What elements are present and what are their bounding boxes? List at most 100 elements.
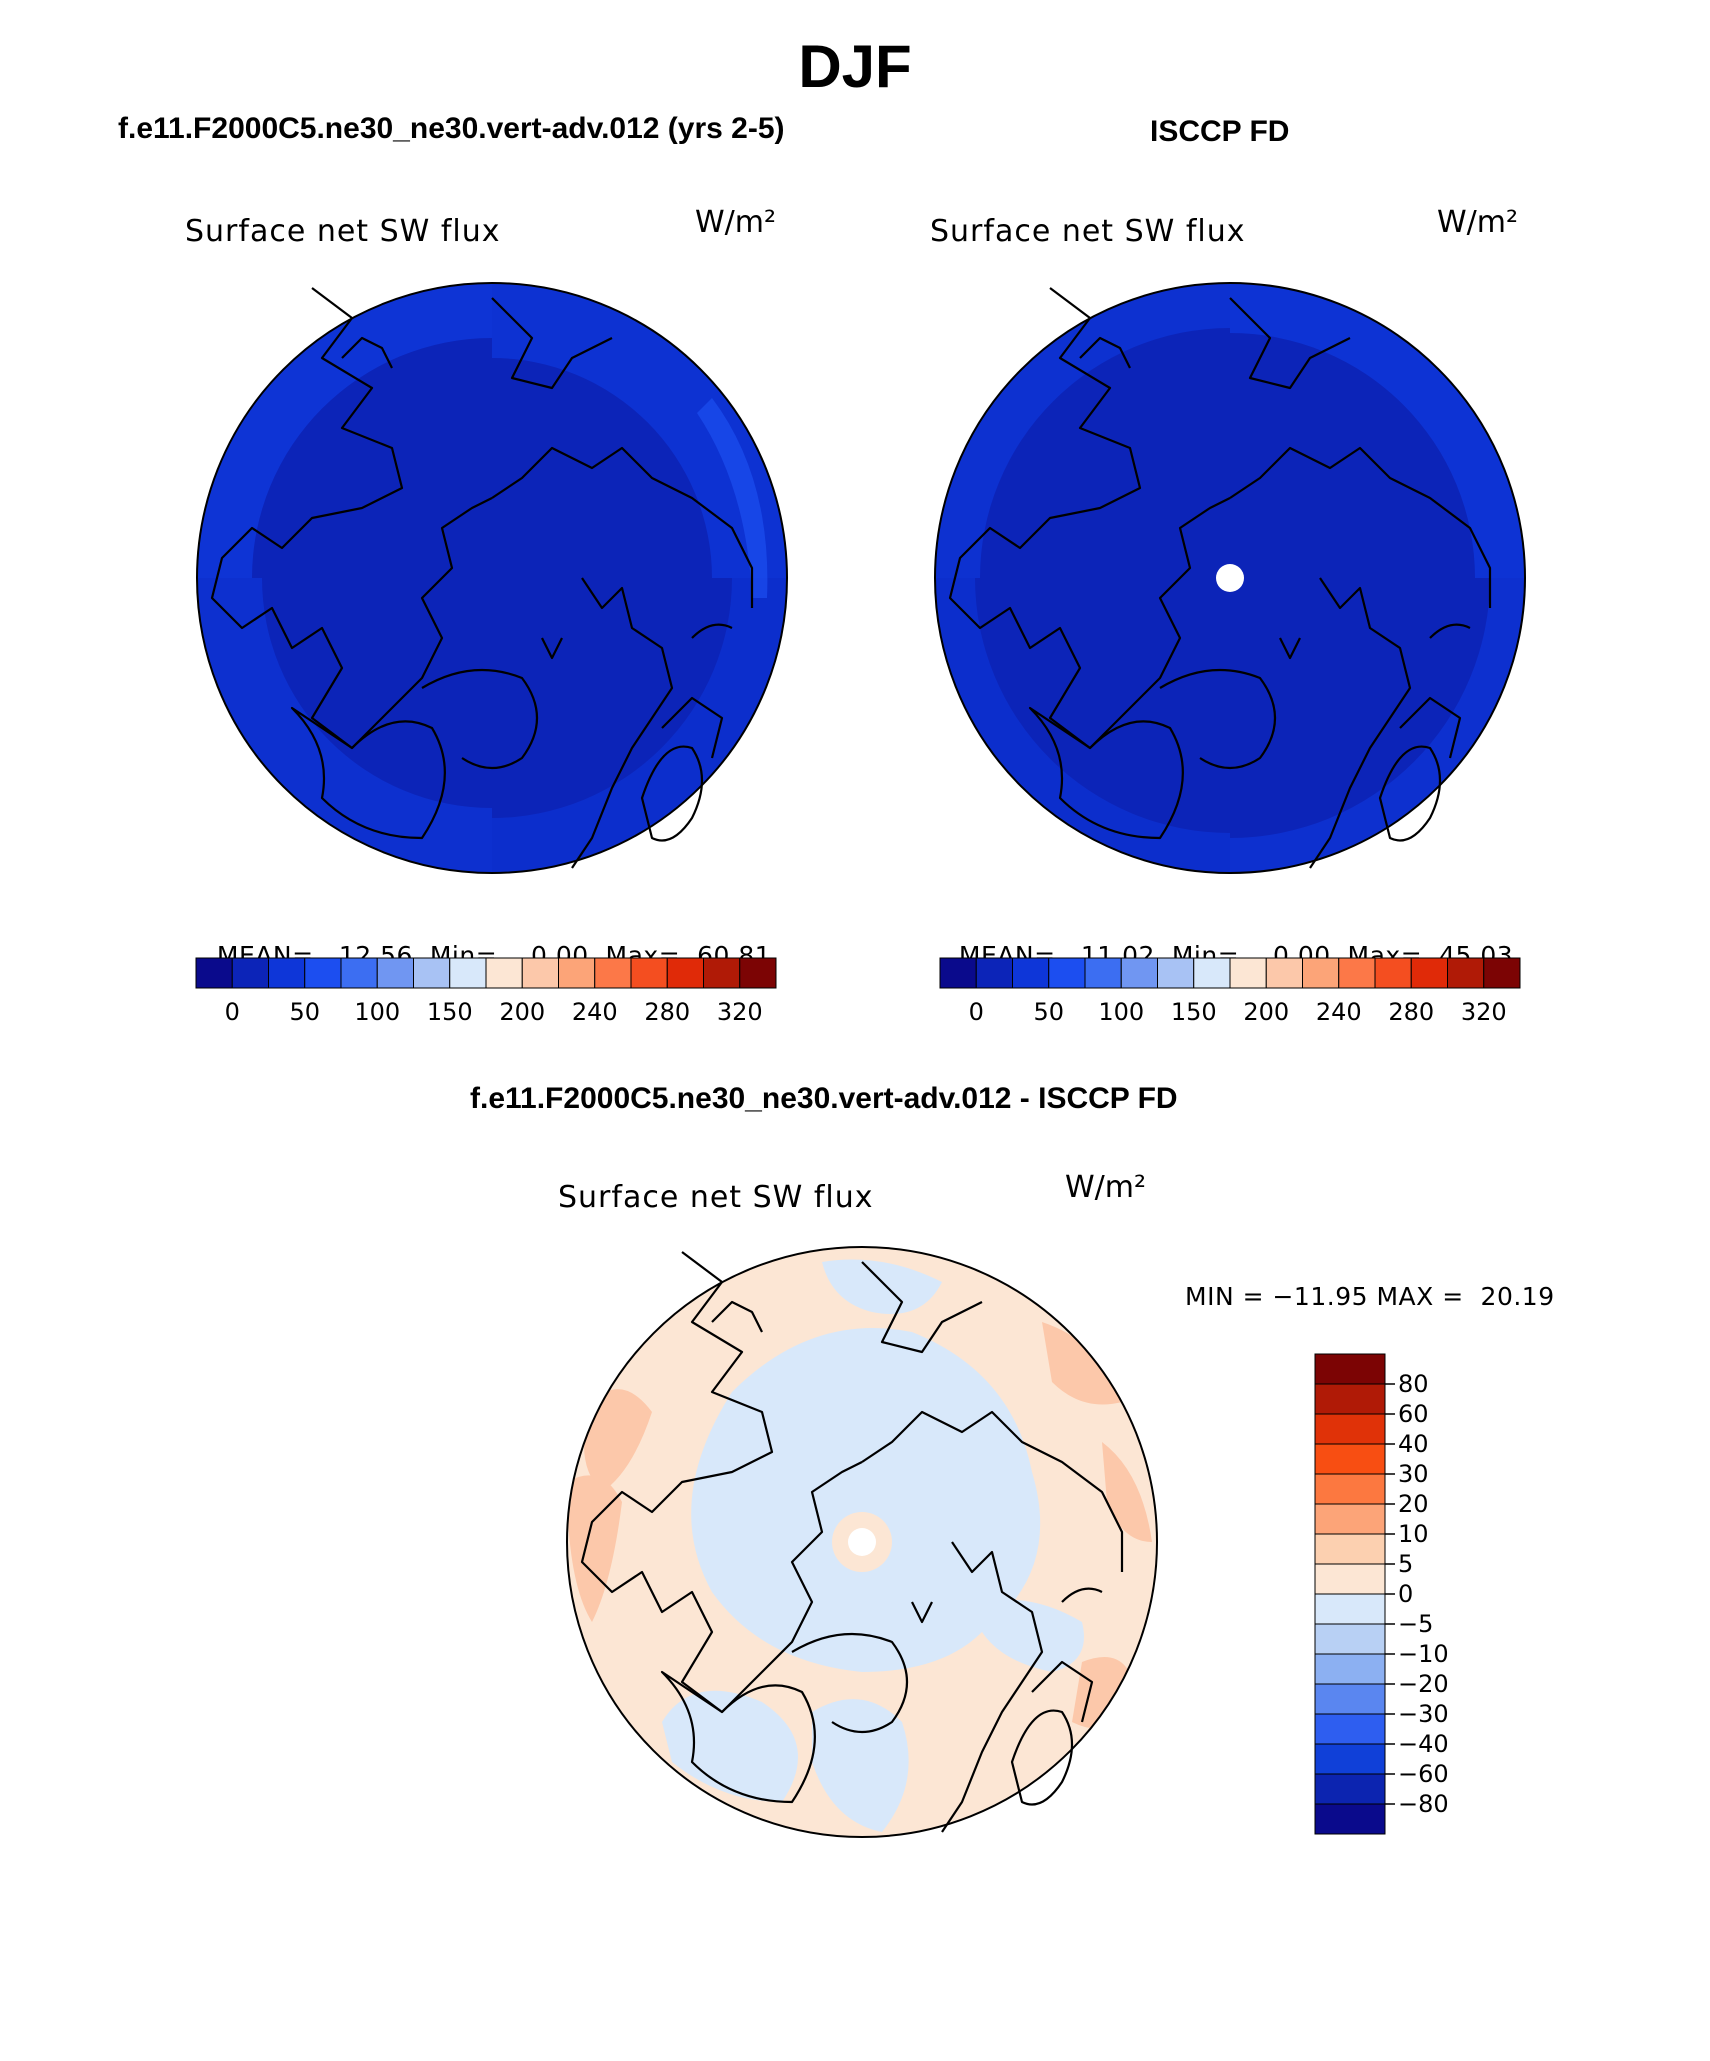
model-colorbar-swatch: [304, 957, 342, 989]
obs-colorbar-swatch: [1193, 957, 1231, 989]
variable-label-obs: Surface net SW flux: [930, 214, 1246, 249]
obs-colorbar-tick-label: 280: [1388, 998, 1435, 1026]
polar-map-obs: [934, 282, 1526, 874]
model-colorbar-tick-label: 100: [354, 998, 401, 1026]
diff-colorbar-tick-label: 30: [1398, 1460, 1429, 1488]
obs-colorbar-swatch: [939, 957, 977, 989]
obs-colorbar-swatch: [1048, 957, 1086, 989]
diff-colorbar-tick-label: −80: [1398, 1790, 1449, 1818]
model-colorbar-tick-label: 240: [571, 998, 618, 1026]
variable-label-model: Surface net SW flux: [185, 214, 501, 249]
diff-colorbar-tick-label: 20: [1398, 1490, 1429, 1518]
obs-colorbar-swatch: [1374, 957, 1412, 989]
model-colorbar-tick-label: 320: [716, 998, 763, 1026]
obs-colorbar-tick-label: 100: [1098, 998, 1145, 1026]
model-colorbar-tick-label: 280: [644, 998, 691, 1026]
polar-map-diff: [566, 1246, 1158, 1838]
diff-colorbar-swatch: [1314, 1743, 1386, 1775]
model-colorbar-swatch: [558, 957, 596, 989]
diff-colorbar-swatch: [1314, 1803, 1386, 1835]
diff-colorbar-swatch: [1314, 1713, 1386, 1745]
obs-colorbar-tick-label: 50: [1033, 998, 1065, 1026]
model-colorbar-swatch: [521, 957, 559, 989]
diff-colorbar-swatch: [1314, 1773, 1386, 1805]
model-colorbar-swatch: [739, 957, 777, 989]
obs-colorbar-tick-label: 0: [968, 998, 984, 1026]
obs-colorbar-swatch: [1012, 957, 1050, 989]
colorbar-obs: [939, 957, 1521, 989]
obs-colorbar-tick-label: 150: [1170, 998, 1217, 1026]
diff-colorbar-swatch: [1314, 1353, 1386, 1385]
obs-colorbar-swatch: [975, 957, 1013, 989]
panel-title-obs: ISCCP FD: [1150, 115, 1290, 148]
diff-colorbar-swatch: [1314, 1383, 1386, 1415]
missing-data-pole: [1216, 564, 1244, 592]
panel-title-model: f.e11.F2000C5.ne30_ne30.vert-adv.012 (yr…: [118, 112, 785, 145]
stats-diff: MIN = −11.95 MAX = 20.19: [1185, 1282, 1555, 1311]
diff-colorbar-tick-label: −30: [1398, 1700, 1449, 1728]
diff-colorbar-swatch: [1314, 1443, 1386, 1475]
colorbar-ticks-model: 0 50 100 150 200 240 280 320: [196, 998, 776, 1028]
model-colorbar-swatch: [340, 957, 378, 989]
obs-colorbar-tick-label: 240: [1315, 998, 1362, 1026]
diff-colorbar-tick-label: −20: [1398, 1670, 1449, 1698]
obs-colorbar-swatch: [1483, 957, 1521, 989]
diff-colorbar-tick-label: 80: [1398, 1370, 1429, 1398]
obs-colorbar-swatch: [1157, 957, 1195, 989]
model-colorbar-tick-label: 150: [426, 998, 473, 1026]
units-label-diff: W/m²: [1065, 1170, 1147, 1205]
colorbar-diff: [1314, 1353, 1395, 1835]
diff-colorbar-tick-label: −60: [1398, 1760, 1449, 1788]
diff-colorbar-swatch: [1314, 1593, 1386, 1625]
model-colorbar-swatch: [376, 957, 414, 989]
model-colorbar-swatch: [195, 957, 233, 989]
diff-colorbar-tick-label: −40: [1398, 1730, 1449, 1758]
diff-colorbar-swatch: [1314, 1473, 1386, 1505]
colorbar-ticks-obs: 0 50 100 150 200 240 280 320: [940, 998, 1520, 1028]
diff-colorbar-swatch: [1314, 1653, 1386, 1685]
obs-colorbar-swatch: [1120, 957, 1158, 989]
obs-colorbar-swatch: [1084, 957, 1122, 989]
obs-colorbar-swatch: [1302, 957, 1340, 989]
model-colorbar-swatch: [594, 957, 632, 989]
diff-colorbar-tick-label: 40: [1398, 1430, 1429, 1458]
diff-colorbar-tick-label: 60: [1398, 1400, 1429, 1428]
diff-colorbar-swatch: [1314, 1683, 1386, 1715]
obs-colorbar-swatch: [1410, 957, 1448, 989]
model-colorbar-swatch: [703, 957, 741, 989]
diff-colorbar-swatch: [1314, 1563, 1386, 1595]
variable-label-diff: Surface net SW flux: [558, 1180, 874, 1215]
diff-colorbar-tick-label: 0: [1398, 1580, 1414, 1608]
obs-colorbar-tick-label: 320: [1460, 998, 1507, 1026]
obs-colorbar-swatch: [1229, 957, 1267, 989]
obs-colorbar-swatch: [1447, 957, 1485, 989]
diff-colorbar-swatch: [1314, 1533, 1386, 1565]
diff-colorbar-swatch: [1314, 1623, 1386, 1655]
obs-colorbar-tick-label: 200: [1243, 998, 1290, 1026]
model-colorbar-swatch: [485, 957, 523, 989]
model-colorbar-tick-label: 50: [289, 998, 321, 1026]
model-colorbar-swatch: [666, 957, 704, 989]
diff-colorbar-swatch: [1314, 1503, 1386, 1535]
colorbar-ticks-diff: 80 60 40 30 20 10 5 0 −5 −10 −20 −30 −40 −60 −80: [1398, 1354, 1518, 1834]
diff-colorbar-tick-label: −5: [1398, 1610, 1434, 1638]
model-colorbar-swatch: [449, 957, 487, 989]
polar-map-model: [196, 282, 788, 874]
units-label-obs: W/m²: [1437, 205, 1519, 240]
diff-colorbar-swatch: [1314, 1413, 1386, 1445]
obs-colorbar-swatch: [1338, 957, 1376, 989]
panel-title-diff: f.e11.F2000C5.ne30_ne30.vert-adv.012 - I…: [470, 1082, 1178, 1115]
diff-colorbar-tick-label: −10: [1398, 1640, 1449, 1668]
model-colorbar-swatch: [231, 957, 269, 989]
model-colorbar-tick-label: 0: [224, 998, 240, 1026]
units-label-model: W/m²: [695, 205, 777, 240]
diff-colorbar-tick-label: 5: [1398, 1550, 1414, 1578]
model-colorbar-swatch: [268, 957, 306, 989]
model-colorbar-swatch: [630, 957, 668, 989]
figure-title: DJF: [798, 33, 912, 100]
obs-colorbar-swatch: [1265, 957, 1303, 989]
model-colorbar-tick-label: 200: [499, 998, 546, 1026]
diff-colorbar-tick-label: 10: [1398, 1520, 1429, 1548]
colorbar-model: [195, 957, 777, 989]
model-colorbar-swatch: [413, 957, 451, 989]
